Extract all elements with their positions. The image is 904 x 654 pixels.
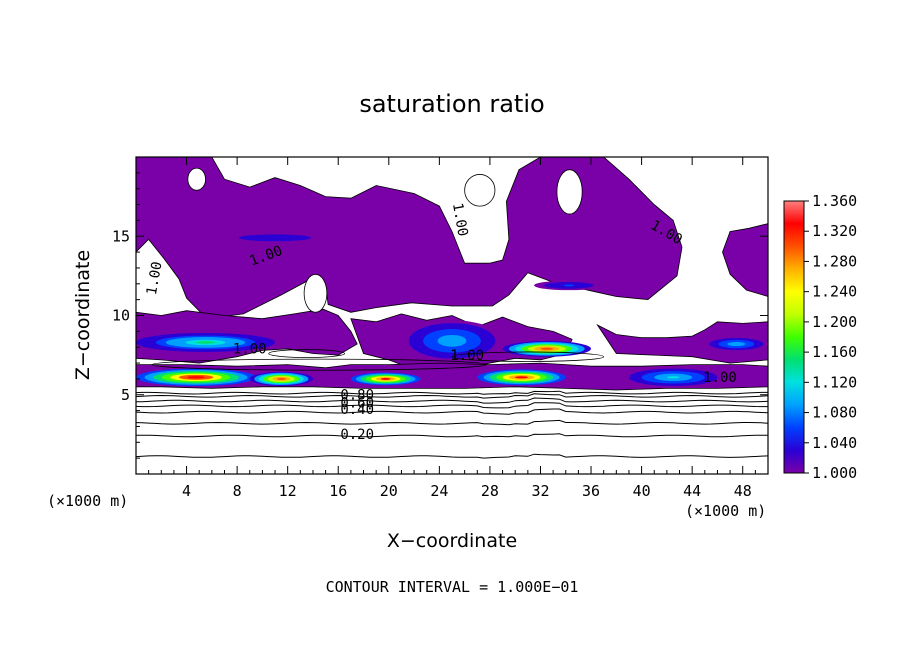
contour-line <box>136 453 768 459</box>
x-tick-label: 24 <box>430 482 448 500</box>
contour-line <box>136 419 768 426</box>
contour-line <box>136 408 768 415</box>
supersaturation-band <box>731 343 741 346</box>
colorbar-tick-label: 1.040 <box>812 434 857 452</box>
supersaturation-band <box>444 337 460 344</box>
colorbar: 1.360 1.320 1.280 1.240 1.200 1.160 1.120 1.080… <box>783 192 857 482</box>
contour-label: 0.80 <box>340 388 374 404</box>
y-tick-label: 10 <box>112 307 130 325</box>
y-tick-label: 5 <box>121 386 130 404</box>
x-tick-label: 28 <box>481 482 499 500</box>
contour-label: 0.20 <box>340 427 374 443</box>
contour-label: 1.00 <box>450 348 484 364</box>
contour-loop <box>268 349 345 358</box>
y-axis: 5 10 15 <box>112 172 768 459</box>
supersaturation-band <box>267 236 283 239</box>
x-tick-label: 16 <box>329 482 347 500</box>
chart-title: saturation ratio <box>359 90 544 118</box>
contour-label: 0.40 <box>340 402 374 418</box>
supersaturation-band <box>515 376 528 379</box>
colorbar-tick-label: 1.280 <box>812 252 857 270</box>
supersaturation-band <box>666 376 680 379</box>
y-axis-label: Z−coordinate <box>72 250 94 380</box>
x-axis: 4 8 12 16 20 24 28 32 36 40 44 48 <box>148 157 756 500</box>
clear-air-holes <box>187 167 583 313</box>
contour-interval-note: CONTOUR INTERVAL = 1.000E−01 <box>326 578 579 596</box>
contour-line <box>136 402 768 409</box>
x-tick-label: 8 <box>233 482 242 500</box>
contour-line <box>136 390 768 395</box>
supersaturation-band <box>563 284 574 287</box>
x-tick-label: 32 <box>531 482 549 500</box>
saturated-area <box>722 223 768 297</box>
contour-label: 0.60 <box>340 395 374 411</box>
x-tick-label: 44 <box>683 482 701 500</box>
x-tick-label: 48 <box>734 482 752 500</box>
x-tick-label: 36 <box>582 482 600 500</box>
clear-hole <box>556 169 583 215</box>
x-tick-label: 4 <box>182 482 191 500</box>
supersaturation-band <box>276 377 286 380</box>
plot-area: 1.001.001.001.00 1.001.001.000.800.600.40… <box>136 157 768 474</box>
x-tick-label: 20 <box>380 482 398 500</box>
contour-label: 1.00 <box>449 202 471 238</box>
supersaturation-layers <box>136 233 768 387</box>
supersaturation-band <box>380 377 391 380</box>
saturated-area <box>136 157 683 320</box>
clear-hole <box>464 174 496 207</box>
contour-line <box>136 397 768 404</box>
x-unit-right: (×1000 m) <box>685 502 766 520</box>
x-axis-label: X−coordinate <box>387 530 517 552</box>
colorbar-tick-label: 1.160 <box>812 343 857 361</box>
x-unit-left: (×1000 m) <box>47 492 128 510</box>
colorbar-tick-label: 1.320 <box>812 222 857 240</box>
colorbar-tick-label: 1.200 <box>812 313 857 331</box>
x-tick-label: 12 <box>279 482 297 500</box>
contour-line <box>136 393 768 399</box>
contour-lines <box>136 349 768 459</box>
colorbar-tick-label: 1.360 <box>812 192 857 210</box>
colorbar-tick-label: 1.080 <box>812 404 857 422</box>
clear-hole <box>303 273 328 313</box>
supersaturation-band <box>540 347 554 350</box>
contour-label: 1.00 <box>233 342 267 358</box>
contour-label: 1.00 <box>703 370 737 386</box>
contour-line <box>136 433 768 438</box>
contour-loop <box>451 351 605 362</box>
supersaturation-band <box>195 341 216 344</box>
supersaturation-band <box>187 376 205 379</box>
y-tick-label: 15 <box>112 227 130 245</box>
x-tick-label: 40 <box>633 482 651 500</box>
contour-label: 1.00 <box>144 260 166 296</box>
contour-loop <box>151 358 488 371</box>
colorbar-tick-label: 1.120 <box>812 373 857 391</box>
clear-hole <box>187 167 206 191</box>
colorbar-tick-label: 1.000 <box>812 464 857 482</box>
colorbar-tick-label: 1.240 <box>812 283 857 301</box>
saturated-area <box>596 321 768 364</box>
